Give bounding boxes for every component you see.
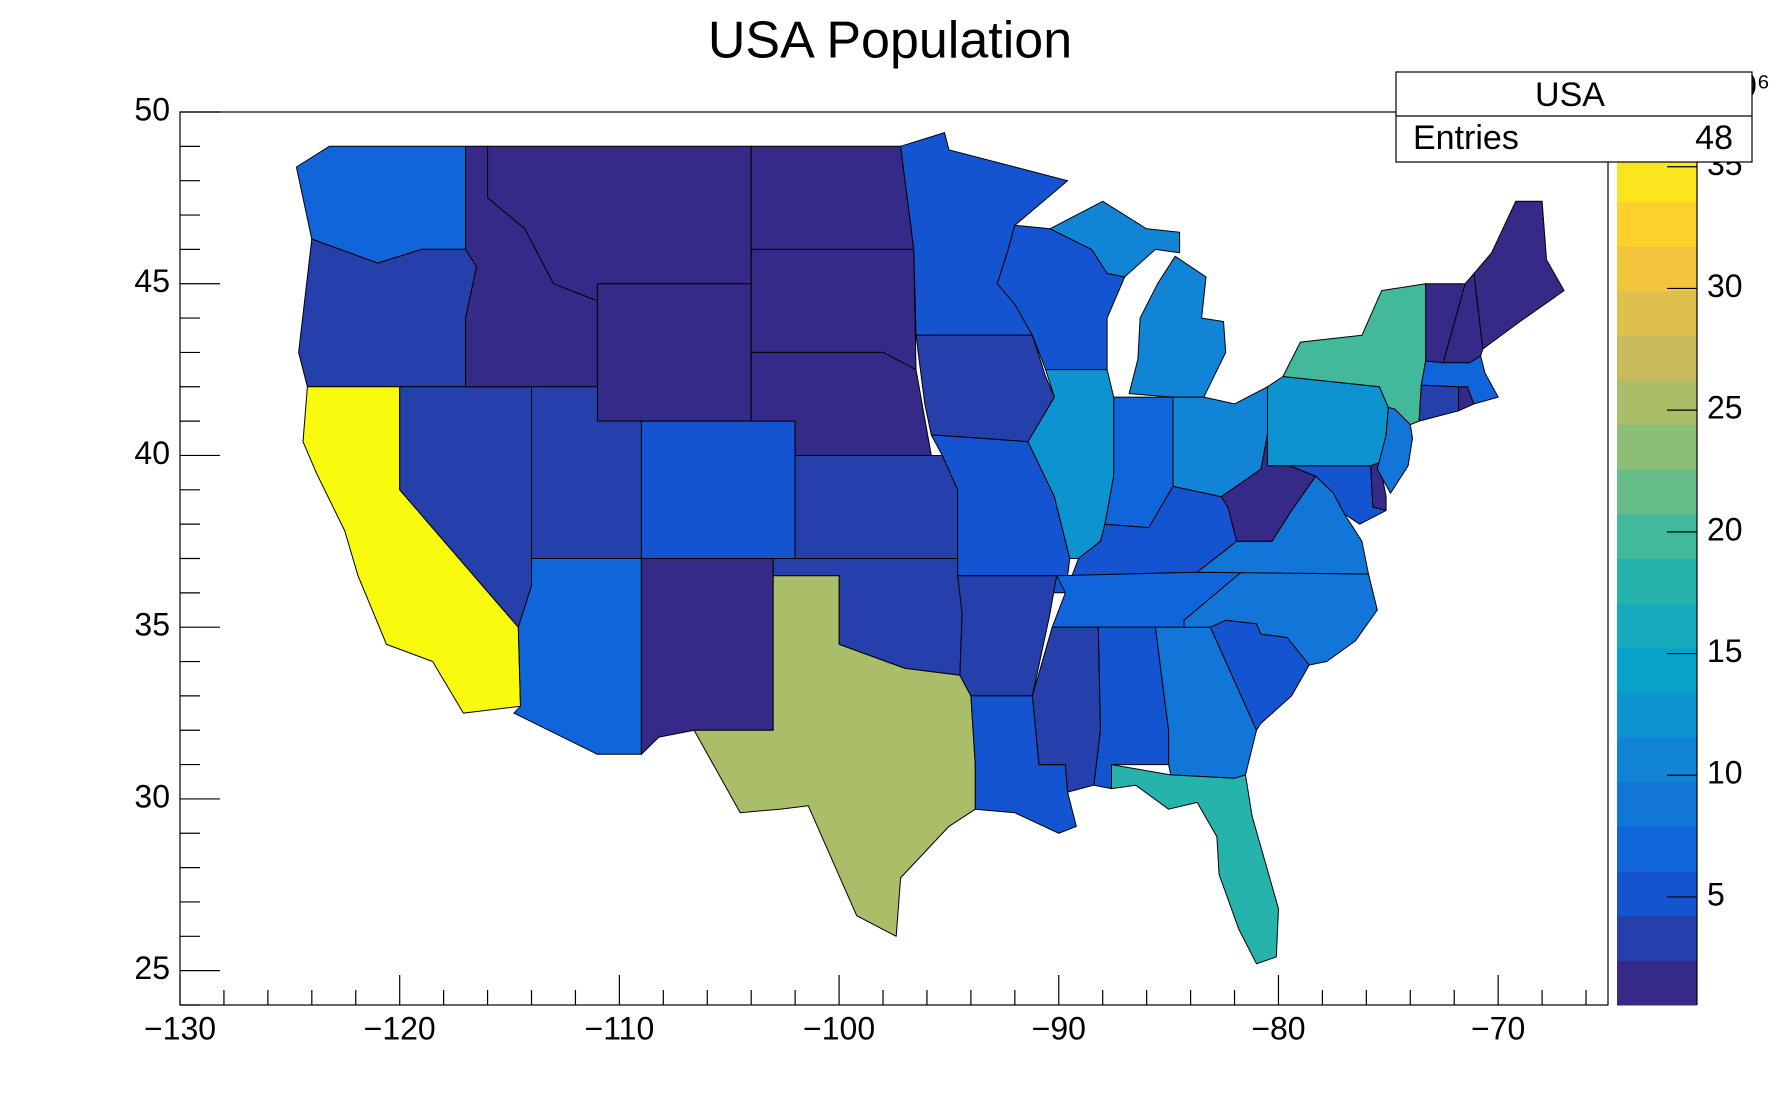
- color-band: [1617, 513, 1697, 559]
- color-band: [1617, 960, 1697, 1006]
- x-tick-label: −70: [1471, 1010, 1525, 1046]
- color-band: [1617, 915, 1697, 961]
- state-region: [1376, 406, 1413, 494]
- color-band: [1617, 424, 1697, 470]
- color-band: [1617, 781, 1697, 827]
- state-region: [640, 420, 796, 559]
- z-tick-label: 20: [1707, 511, 1743, 547]
- state-region: [640, 558, 774, 755]
- x-tick-label: −90: [1032, 1010, 1086, 1046]
- y-tick-label: 25: [134, 950, 170, 986]
- color-band: [1617, 871, 1697, 917]
- color-band: [1617, 245, 1697, 292]
- color-bar: [1617, 112, 1697, 1006]
- color-band: [1617, 647, 1697, 693]
- color-band: [1617, 156, 1697, 202]
- stats-entries-value: 48: [1695, 119, 1733, 157]
- x-tick-label: −130: [144, 1010, 216, 1046]
- color-band: [1617, 335, 1697, 381]
- color-band: [1617, 290, 1697, 336]
- x-tick-label: −100: [803, 1010, 875, 1046]
- color-band: [1617, 201, 1697, 247]
- y-tick-label: 40: [134, 435, 170, 471]
- z-tick-label: 10: [1707, 755, 1743, 791]
- stats-title: USA: [1535, 76, 1605, 114]
- state-region: [693, 575, 976, 937]
- y-tick-label: 45: [134, 263, 170, 299]
- stats-entries-label: Entries: [1413, 119, 1519, 157]
- color-band: [1617, 469, 1697, 515]
- state-region: [1473, 200, 1565, 350]
- z-tick-label: 30: [1707, 268, 1743, 304]
- state-region: [915, 334, 1055, 443]
- color-band: [1617, 826, 1697, 872]
- x-tick-label: −80: [1251, 1010, 1305, 1046]
- stats-box-frame: [1395, 71, 1753, 163]
- y-tick-label: 30: [134, 778, 170, 814]
- z-tick-label: 5: [1707, 876, 1725, 912]
- state-region: [1093, 626, 1170, 790]
- state-region: [596, 283, 752, 422]
- z-tick-label: 25: [1707, 390, 1743, 426]
- state-region: [1183, 571, 1378, 666]
- state-region: [1111, 764, 1279, 965]
- stats-box: USA Entries 48: [1395, 71, 1753, 163]
- state-region: [750, 248, 917, 371]
- color-band: [1617, 603, 1697, 649]
- chart-title: USA Population: [708, 12, 1072, 70]
- z-tick-label: 15: [1707, 633, 1743, 669]
- y-tick-label: 50: [134, 91, 170, 127]
- x-tick-label: −120: [364, 1010, 436, 1046]
- color-band: [1617, 558, 1697, 604]
- x-tick-label: −110: [585, 1010, 655, 1046]
- color-band: [1617, 379, 1697, 426]
- state-region: [750, 145, 915, 250]
- state-region: [794, 455, 959, 559]
- state-region: [298, 238, 478, 388]
- color-band: [1617, 692, 1697, 738]
- y-tick-label: 35: [134, 607, 170, 643]
- map-regions: [295, 132, 1565, 965]
- state-region: [1267, 376, 1396, 467]
